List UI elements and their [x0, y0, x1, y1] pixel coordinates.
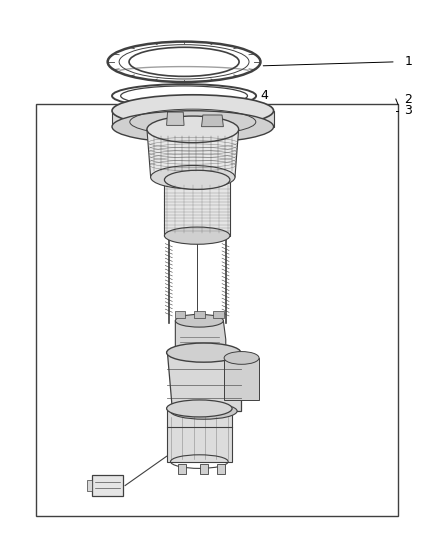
Ellipse shape: [147, 116, 239, 143]
Ellipse shape: [170, 403, 237, 419]
Ellipse shape: [151, 165, 235, 189]
Polygon shape: [200, 464, 208, 474]
Ellipse shape: [164, 227, 230, 244]
Polygon shape: [178, 464, 186, 474]
Polygon shape: [166, 353, 241, 411]
Polygon shape: [217, 464, 225, 474]
Ellipse shape: [112, 95, 274, 127]
Text: 4: 4: [261, 90, 268, 102]
Ellipse shape: [224, 352, 259, 365]
Ellipse shape: [164, 170, 230, 189]
Ellipse shape: [112, 84, 256, 108]
Polygon shape: [87, 480, 92, 491]
Ellipse shape: [175, 314, 223, 327]
Polygon shape: [224, 358, 259, 400]
Polygon shape: [147, 130, 239, 177]
Polygon shape: [166, 112, 184, 125]
Bar: [35, 104, 398, 516]
Polygon shape: [166, 408, 232, 462]
Text: 1: 1: [405, 55, 413, 68]
Polygon shape: [112, 111, 274, 127]
Ellipse shape: [166, 343, 241, 362]
Text: 3: 3: [405, 104, 413, 117]
Polygon shape: [175, 321, 226, 350]
Polygon shape: [175, 311, 185, 318]
Polygon shape: [164, 180, 230, 236]
Ellipse shape: [166, 400, 232, 417]
Ellipse shape: [147, 116, 239, 143]
Polygon shape: [213, 311, 224, 318]
Ellipse shape: [106, 37, 263, 86]
Polygon shape: [194, 311, 205, 318]
Polygon shape: [201, 115, 223, 127]
Ellipse shape: [112, 111, 274, 143]
Text: 2: 2: [405, 93, 413, 106]
Bar: [92, 475, 123, 496]
